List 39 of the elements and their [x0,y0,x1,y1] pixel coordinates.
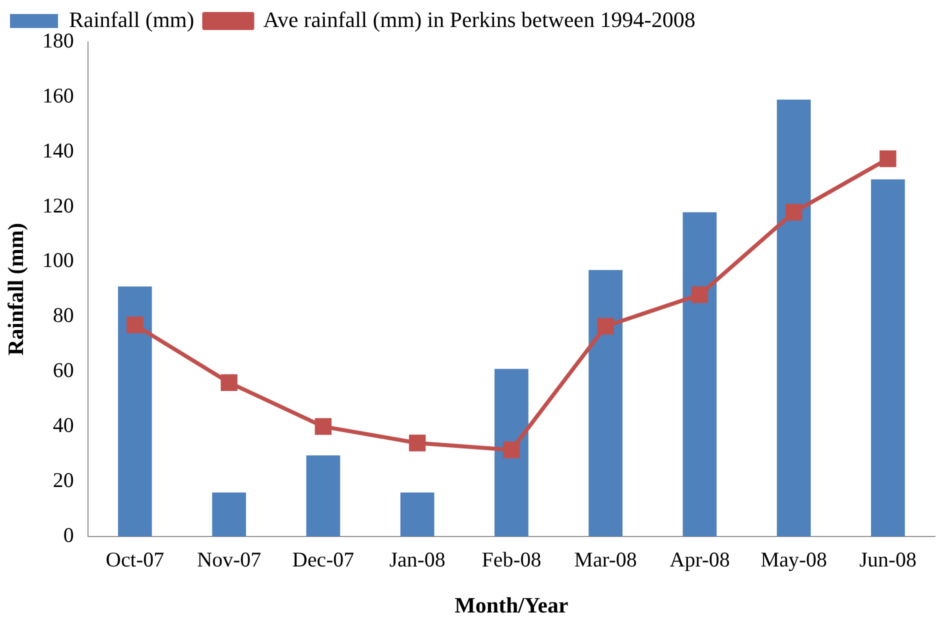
bar [870,179,905,536]
point [408,434,426,452]
bar [494,368,528,536]
y-tick-label: 80 [52,303,74,328]
point [503,442,520,458]
point [880,150,896,168]
bar [682,212,717,536]
legend-label: Ave rainfall (mm) in Perkins between 1994-2008 [263,6,696,32]
x-tick-label: Apr-08 [670,548,730,572]
y-tick-label: 140 [42,138,74,162]
y-tick-label: 20 [52,468,74,492]
bar [776,100,811,536]
y-tick-label: 60 [52,358,74,382]
x-tick-label: Oct-07 [106,548,164,572]
x-tick-label: Nov-07 [196,548,262,572]
y-tick-label: 100 [42,248,74,272]
y-axis-title: Rainfall (mm) [2,222,28,356]
x-tick-label: May-08 [760,548,828,572]
x-tick-label: Mar-08 [574,548,637,572]
x-tick-label: Feb-08 [482,548,542,572]
point [785,204,802,221]
bar [306,455,340,536]
y-tick-label: 120 [42,193,74,218]
x-axis-title: Month/Year [454,592,569,618]
x-tick-label: Jun-08 [859,548,917,572]
y-tick-label: 0 [63,522,74,547]
bar [400,492,434,536]
bar [118,286,152,536]
x-tick-label: Jan-08 [389,548,446,572]
point [597,318,614,335]
point [691,286,708,304]
y-tick-label: 40 [52,413,74,438]
y-tick-label: 160 [42,83,74,108]
point [126,316,144,334]
point [220,374,238,391]
bar [588,270,623,536]
point [314,418,332,435]
bar [212,492,246,536]
x-tick-label: Dec-07 [292,548,354,572]
